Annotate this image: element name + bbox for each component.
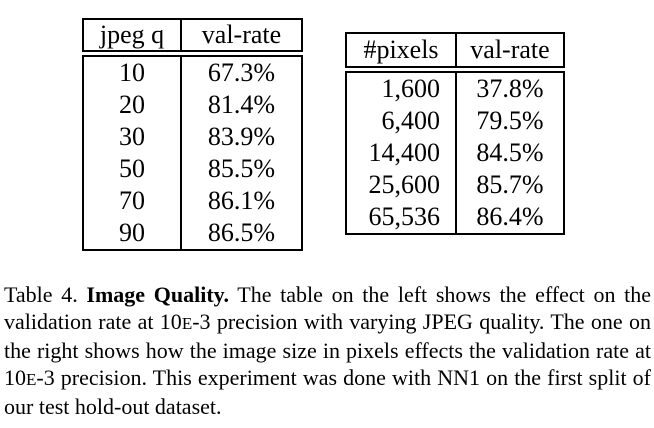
caption-exponent-notation: E xyxy=(181,314,193,333)
pixels-value: 14,400 xyxy=(368,138,441,167)
val-rate-value: 84.5% xyxy=(455,137,563,169)
val-rate-value: 83.9% xyxy=(180,121,301,153)
jpeg-q-value: 30 xyxy=(119,122,145,151)
caption-text: -3 precision. This experiment was done w… xyxy=(4,365,651,419)
val-rate-value: 86.1% xyxy=(180,185,301,217)
jpeg-q-value: 20 xyxy=(119,90,145,119)
caption-text: The table on the left shows the effect o… xyxy=(4,282,652,334)
val-rate-value: 67.3% xyxy=(180,57,301,89)
table-row: 50 85.5% xyxy=(84,153,301,185)
jpeg-q-value: 90 xyxy=(119,218,145,247)
pixel-count-table: #pixels val-rate 1,600 37.8% 6,400 79.5%… xyxy=(345,32,565,235)
val-rate-value: 81.4% xyxy=(180,89,301,121)
column-header-pixels: #pixels xyxy=(363,35,439,64)
jpeg-q-value: 10 xyxy=(119,58,145,87)
jpeg-quality-table: jpeg q val-rate 10 67.3% 20 81.4% 30 83.… xyxy=(82,18,303,251)
pixel-count-table-header: #pixels val-rate xyxy=(345,32,565,68)
pixel-count-table-body: 1,600 37.8% 6,400 79.5% 14,400 84.5% 25,… xyxy=(345,71,565,235)
table-row: 65,536 86.4% xyxy=(347,201,563,233)
caption-label: Table 4. xyxy=(4,282,78,307)
caption-title: Image Quality. xyxy=(86,282,229,307)
table-row: 20 81.4% xyxy=(84,89,301,121)
val-rate-value: 86.5% xyxy=(180,217,301,249)
table-row: 10 67.3% xyxy=(84,57,301,89)
caption-exponent-notation: E xyxy=(26,370,37,389)
pixels-value: 6,400 xyxy=(381,106,441,135)
jpeg-q-value: 50 xyxy=(119,154,145,183)
jpeg-q-value: 70 xyxy=(119,186,145,215)
val-rate-value: 85.5% xyxy=(180,153,301,185)
table-row: 70 86.1% xyxy=(84,185,301,217)
jpeg-quality-table-header: jpeg q val-rate xyxy=(82,18,303,52)
pixels-value: 65,536 xyxy=(368,202,441,231)
table-row: 6,400 79.5% xyxy=(347,105,563,137)
table-row: 1,600 37.8% xyxy=(347,73,563,105)
val-rate-value: 79.5% xyxy=(455,105,563,137)
table-row: 30 83.9% xyxy=(84,121,301,153)
val-rate-value: 86.4% xyxy=(455,201,563,233)
table-row: 25,600 85.7% xyxy=(347,169,563,201)
pixels-value: 1,600 xyxy=(381,74,441,103)
table-row: 90 86.5% xyxy=(84,217,301,249)
jpeg-quality-table-body: 10 67.3% 20 81.4% 30 83.9% 50 85.5% 70 8… xyxy=(82,55,303,251)
column-header-val-rate: val-rate xyxy=(455,34,563,66)
column-header-val-rate: val-rate xyxy=(180,20,301,50)
table-caption: Table 4. Image Quality. The table on the… xyxy=(4,281,651,420)
caption-text: -3 precision with varying JPEG quality. … xyxy=(4,309,651,390)
table-row: 14,400 84.5% xyxy=(347,137,563,169)
column-header-jpeg-q: jpeg q xyxy=(99,20,165,49)
val-rate-value: 85.7% xyxy=(455,169,563,201)
val-rate-value: 37.8% xyxy=(455,73,563,105)
pixels-value: 25,600 xyxy=(368,170,441,199)
